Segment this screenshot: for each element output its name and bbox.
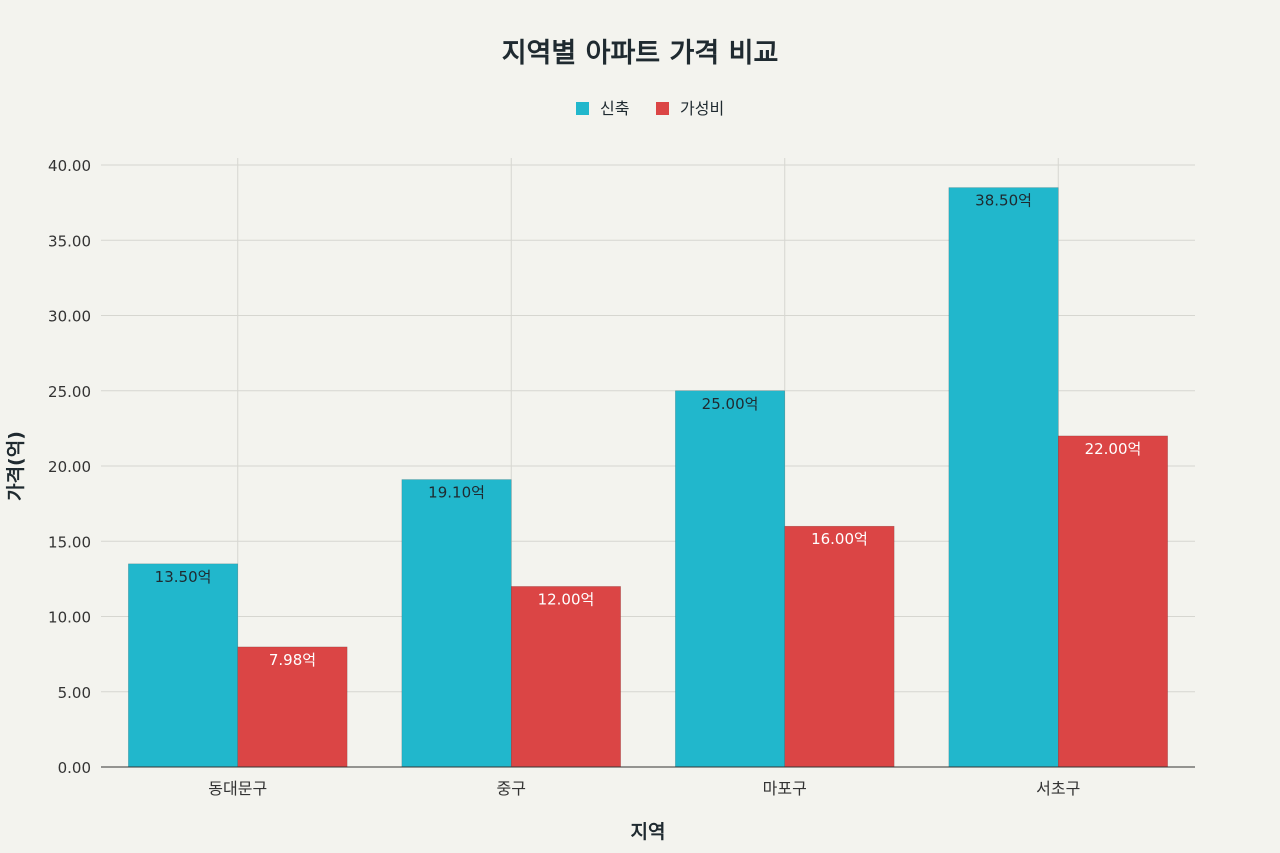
y-tick-label: 5.00 xyxy=(58,684,91,702)
data-label: 22.00억 xyxy=(1085,440,1142,458)
y-tick-label: 0.00 xyxy=(58,759,91,777)
x-tick-label: 동대문구 xyxy=(208,779,267,798)
bar-value-1 xyxy=(511,586,621,768)
bar-value-2 xyxy=(784,525,895,768)
x-tick-label: 마포구 xyxy=(763,779,807,798)
legend-label: 가성비 xyxy=(680,99,724,118)
x-tick-label: 중구 xyxy=(497,779,526,798)
y-tick-label: 35.00 xyxy=(48,232,91,250)
bar-new-2 xyxy=(675,390,785,768)
ticks: 0.00 5.00 10.00 15.00 20.00 25.00 30.00 35.00 40… xyxy=(48,157,1080,798)
data-label: 19.10억 xyxy=(428,484,485,502)
chart-title: 지역별 아파트 가격 비교 xyxy=(502,38,779,69)
y-axis-label: 가격(억) xyxy=(5,431,27,501)
data-label: 16.00억 xyxy=(811,530,868,548)
data-label: 13.50억 xyxy=(155,568,212,586)
y-tick-label: 15.00 xyxy=(48,533,91,551)
bar-new-1 xyxy=(401,479,512,768)
y-tick-label: 20.00 xyxy=(48,458,91,476)
bar-value-3 xyxy=(1058,435,1168,768)
y-tick-label: 25.00 xyxy=(48,383,91,401)
y-tick-label: 10.00 xyxy=(48,609,91,627)
data-label: 25.00억 xyxy=(702,395,759,413)
legend-swatch xyxy=(576,102,589,115)
data-label: 38.50억 xyxy=(975,192,1032,210)
data-labels: 13.50억 19.10억 25.00억 38.50억 7.98억 12.00억 16.00… xyxy=(155,192,1142,669)
bar-new-0 xyxy=(128,563,239,768)
bar-value-0 xyxy=(237,646,348,768)
y-tick-label: 40.00 xyxy=(48,157,91,175)
x-axis-label: 지역 xyxy=(631,821,666,843)
data-label: 12.00억 xyxy=(538,590,595,608)
y-tick-label: 30.00 xyxy=(48,308,91,326)
legend-label: 신축 xyxy=(600,99,629,118)
x-tick-label: 서초구 xyxy=(1036,779,1080,798)
legend: 신축 가성비 xyxy=(576,99,724,118)
bars xyxy=(128,187,1168,768)
data-label: 7.98억 xyxy=(269,651,316,669)
legend-swatch xyxy=(656,102,669,115)
bar-new-3 xyxy=(948,187,1059,768)
